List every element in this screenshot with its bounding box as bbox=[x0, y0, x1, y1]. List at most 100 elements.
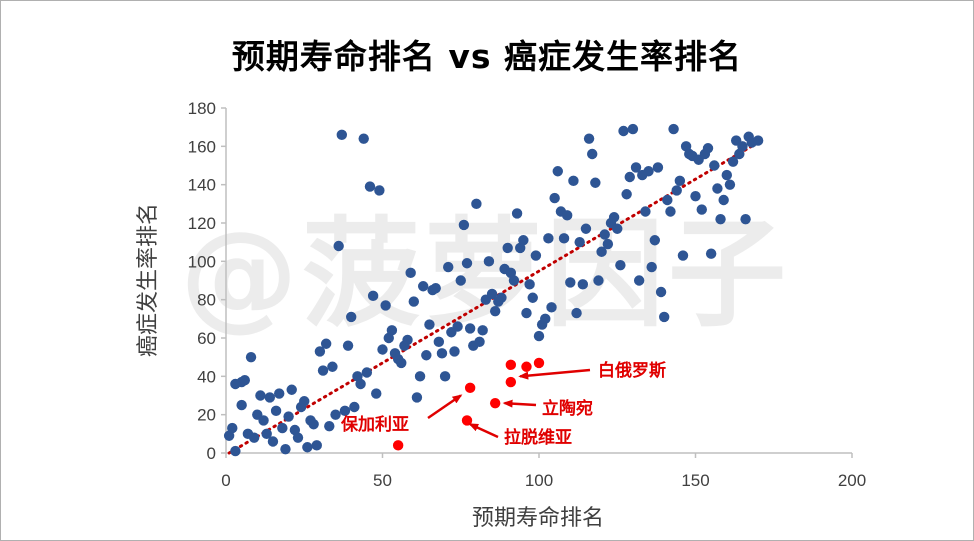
highlight-point bbox=[489, 397, 501, 409]
y-tick-label: 180 bbox=[188, 99, 216, 118]
data-point bbox=[236, 399, 247, 411]
data-point bbox=[674, 175, 686, 187]
y-tick-label: 0 bbox=[207, 444, 216, 463]
data-point bbox=[540, 313, 551, 325]
data-point bbox=[430, 282, 441, 294]
annotation-arrow bbox=[468, 423, 499, 439]
data-point bbox=[655, 286, 667, 298]
data-point bbox=[587, 148, 598, 160]
data-point bbox=[489, 305, 501, 317]
x-tick-label: 50 bbox=[373, 471, 392, 490]
data-point bbox=[346, 311, 357, 323]
data-point bbox=[361, 367, 373, 378]
data-point bbox=[580, 223, 592, 234]
annotation-label: 白俄罗斯 bbox=[598, 360, 666, 381]
watermark: @菠萝因子 bbox=[180, 205, 791, 343]
highlight-point bbox=[505, 359, 517, 371]
data-point bbox=[718, 194, 729, 206]
x-tick-label: 150 bbox=[681, 471, 709, 490]
data-point bbox=[405, 267, 416, 279]
y-tick-label: 60 bbox=[197, 329, 216, 348]
data-point bbox=[449, 346, 460, 357]
data-point bbox=[367, 290, 379, 302]
data-point bbox=[593, 275, 604, 286]
data-point bbox=[565, 277, 576, 288]
data-point bbox=[612, 223, 623, 234]
data-point bbox=[452, 321, 463, 332]
data-point bbox=[349, 401, 360, 413]
annotation-label: 立陶宛 bbox=[542, 398, 593, 419]
data-point bbox=[464, 323, 476, 334]
data-point bbox=[508, 275, 520, 286]
data-point bbox=[402, 334, 413, 346]
annotation-arrow bbox=[502, 399, 537, 408]
data-point bbox=[740, 213, 751, 225]
data-point bbox=[414, 371, 426, 382]
data-point bbox=[558, 233, 570, 244]
data-point bbox=[308, 419, 319, 430]
data-point bbox=[270, 405, 282, 417]
data-point bbox=[662, 194, 673, 206]
data-point bbox=[261, 428, 272, 440]
data-point bbox=[286, 384, 297, 395]
data-point bbox=[486, 288, 498, 300]
data-point bbox=[549, 192, 560, 204]
data-point bbox=[524, 279, 535, 290]
data-point bbox=[752, 135, 764, 146]
x-tick-label: 100 bbox=[525, 471, 553, 490]
data-point bbox=[258, 415, 269, 426]
data-point bbox=[292, 432, 304, 443]
data-point bbox=[324, 420, 335, 432]
data-point bbox=[577, 279, 589, 290]
data-point bbox=[596, 246, 607, 257]
y-tick-label: 40 bbox=[197, 367, 216, 386]
data-point bbox=[327, 361, 338, 372]
data-point bbox=[386, 325, 398, 336]
data-point bbox=[533, 330, 545, 342]
annotation-label: 保加利亚 bbox=[340, 414, 409, 435]
data-point bbox=[502, 242, 513, 254]
x-tick-label: 0 bbox=[221, 471, 230, 490]
data-point bbox=[239, 374, 250, 386]
data-point bbox=[227, 422, 238, 434]
data-point bbox=[615, 259, 626, 271]
data-point bbox=[408, 296, 419, 307]
data-point bbox=[248, 432, 260, 443]
data-point bbox=[364, 181, 376, 192]
data-point bbox=[624, 171, 635, 183]
data-point bbox=[709, 160, 720, 171]
data-point bbox=[483, 256, 495, 267]
data-point bbox=[568, 175, 579, 187]
x-tick-label: 200 bbox=[838, 471, 866, 490]
data-point bbox=[264, 392, 276, 403]
data-point bbox=[317, 365, 329, 376]
data-point bbox=[640, 206, 651, 217]
data-point bbox=[421, 350, 432, 361]
annotation-arrow bbox=[427, 394, 463, 420]
annotation-label: 拉脱维亚 bbox=[504, 427, 572, 448]
data-point bbox=[715, 213, 726, 225]
data-point bbox=[543, 233, 554, 244]
data-point bbox=[424, 319, 435, 330]
data-point bbox=[396, 357, 407, 369]
y-tick-label: 80 bbox=[197, 291, 216, 310]
data-point bbox=[518, 235, 529, 246]
data-point bbox=[668, 123, 679, 135]
data-point bbox=[458, 219, 470, 231]
data-point bbox=[649, 235, 661, 246]
highlight-point bbox=[464, 382, 476, 394]
data-point bbox=[590, 177, 601, 188]
data-point bbox=[330, 409, 341, 420]
highlight-point bbox=[533, 357, 545, 369]
y-axis-label: 癌症发生率排名 bbox=[136, 203, 161, 357]
highlight-point bbox=[392, 440, 404, 451]
data-point bbox=[724, 179, 736, 190]
data-point bbox=[374, 185, 385, 196]
data-point bbox=[274, 388, 285, 399]
data-point bbox=[552, 166, 563, 177]
data-point bbox=[665, 206, 676, 217]
data-point bbox=[705, 248, 717, 259]
data-point bbox=[417, 281, 429, 292]
data-point bbox=[621, 189, 632, 200]
